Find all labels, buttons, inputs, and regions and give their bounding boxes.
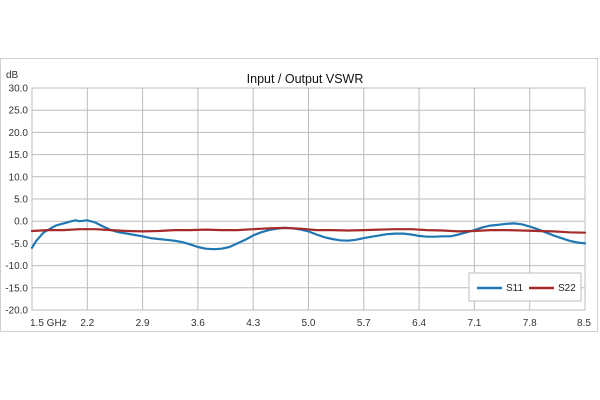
chart-title: Input / Output VSWR xyxy=(247,72,364,86)
grid xyxy=(31,87,586,311)
x-tick-label: 7.8 xyxy=(523,318,537,329)
y-tick-label: 0.0 xyxy=(14,217,28,228)
y-tick-label: 25.0 xyxy=(9,106,29,117)
legend-label-s11: S11 xyxy=(506,283,523,294)
x-tick-label: 2.2 xyxy=(80,318,94,329)
x-tick-label: 5.0 xyxy=(302,318,316,329)
y-tick-label: -20.0 xyxy=(5,306,28,317)
x-tick-label: 5.7 xyxy=(357,318,371,329)
x-tick-label: 8.5 xyxy=(577,318,591,329)
x-tick-label: 2.9 xyxy=(136,318,150,329)
y-tick-label: 15.0 xyxy=(9,150,29,161)
series-line-s22 xyxy=(30,226,587,234)
y-tick-label: -10.0 xyxy=(5,261,28,272)
x-tick-label: 6.4 xyxy=(412,318,426,329)
x-tick-label: 4.3 xyxy=(246,318,260,329)
x-tick-label: 1.5 GHz xyxy=(30,318,67,329)
y-tick-label: 5.0 xyxy=(14,195,28,206)
legend: S11 S22 xyxy=(468,272,582,302)
axis-tick-labels: 30.0 25.0 20.0 15.0 10.0 5.0 0.0 -5.0 -10.0 -15.0… xyxy=(5,84,591,330)
legend-label-s22: S22 xyxy=(558,283,576,294)
x-tick-label: 3.6 xyxy=(191,318,205,329)
x-tick-label: 7.1 xyxy=(467,318,481,329)
y-tick-label: 20.0 xyxy=(9,128,29,139)
series-layer xyxy=(30,219,587,251)
y-tick-label: -15.0 xyxy=(5,283,28,294)
plot-area-border xyxy=(31,87,586,311)
y-tick-label: 10.0 xyxy=(9,172,29,183)
y-tick-label: 30.0 xyxy=(9,84,29,95)
y-axis-label: dB xyxy=(6,70,19,81)
y-tick-label: -5.0 xyxy=(11,239,29,250)
